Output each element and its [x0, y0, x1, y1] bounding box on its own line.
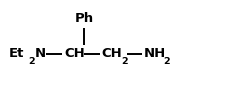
Text: NH: NH [143, 47, 166, 60]
Text: CH: CH [64, 47, 84, 60]
Text: N: N [34, 47, 46, 60]
Text: 2: 2 [121, 57, 128, 66]
Text: Ph: Ph [74, 12, 93, 25]
Text: 2: 2 [28, 57, 34, 66]
Text: CH: CH [101, 47, 122, 60]
Text: 2: 2 [163, 57, 169, 66]
Text: Et: Et [9, 47, 24, 60]
